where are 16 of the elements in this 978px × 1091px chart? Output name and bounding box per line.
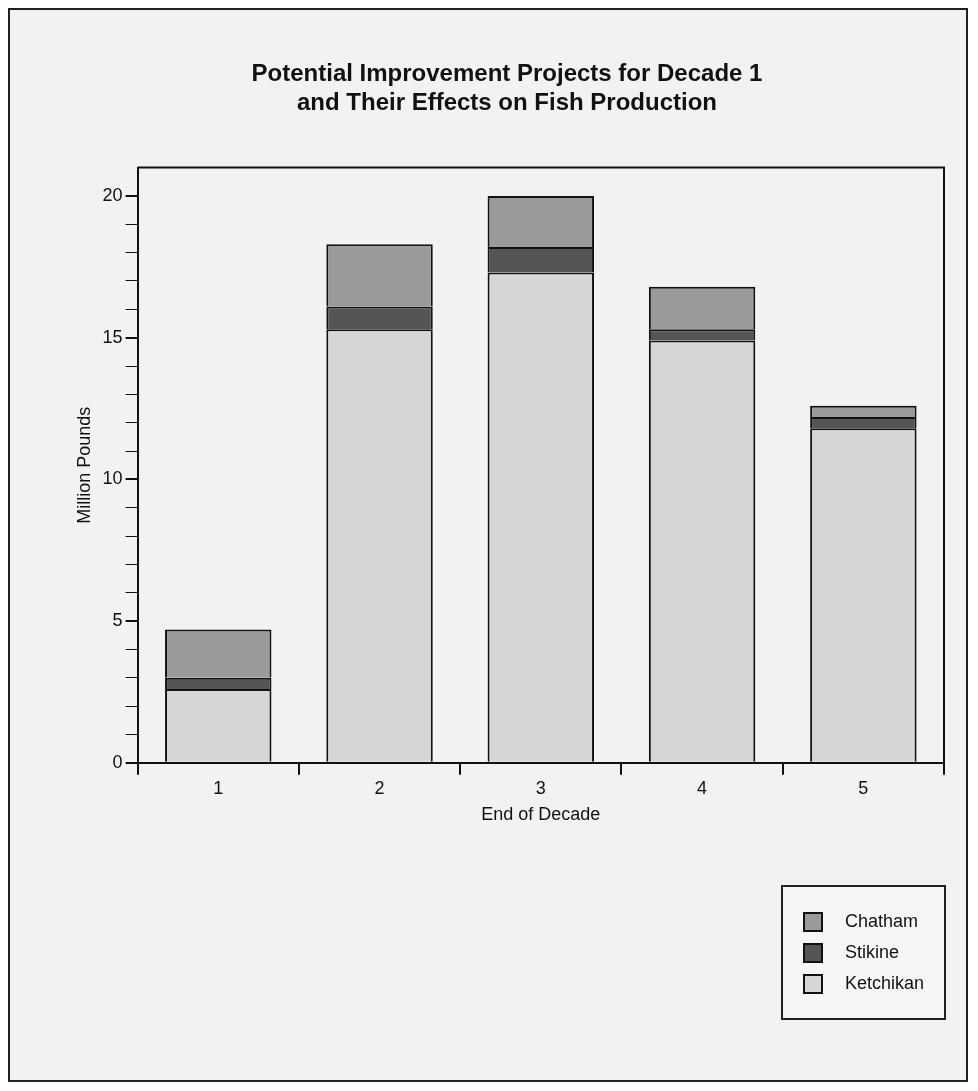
x-tick-label: 1 xyxy=(213,777,224,798)
x-tick-label: 3 xyxy=(535,777,546,798)
chart-title: Potential Improvement Projects for Decade 1 and Their Effects on Fish Production xyxy=(251,59,763,115)
y-tick-label: 10 xyxy=(102,468,123,489)
legend-label: Stikine xyxy=(844,942,899,963)
y-tick-label: 0 xyxy=(112,751,123,772)
y-tick-label: 15 xyxy=(102,326,123,347)
y-tick-label: 20 xyxy=(102,184,123,205)
y-tick-label: 5 xyxy=(112,610,123,631)
y-axis-title: Million Pounds xyxy=(73,406,94,524)
x-axis-title: End of Decade xyxy=(481,804,601,825)
x-tick-label: 2 xyxy=(374,777,385,798)
legend-label: Ketchikan xyxy=(844,973,924,994)
legend-label: Chatham xyxy=(844,911,918,932)
x-tick-label: 4 xyxy=(697,777,708,798)
x-tick-label: 5 xyxy=(858,777,869,798)
